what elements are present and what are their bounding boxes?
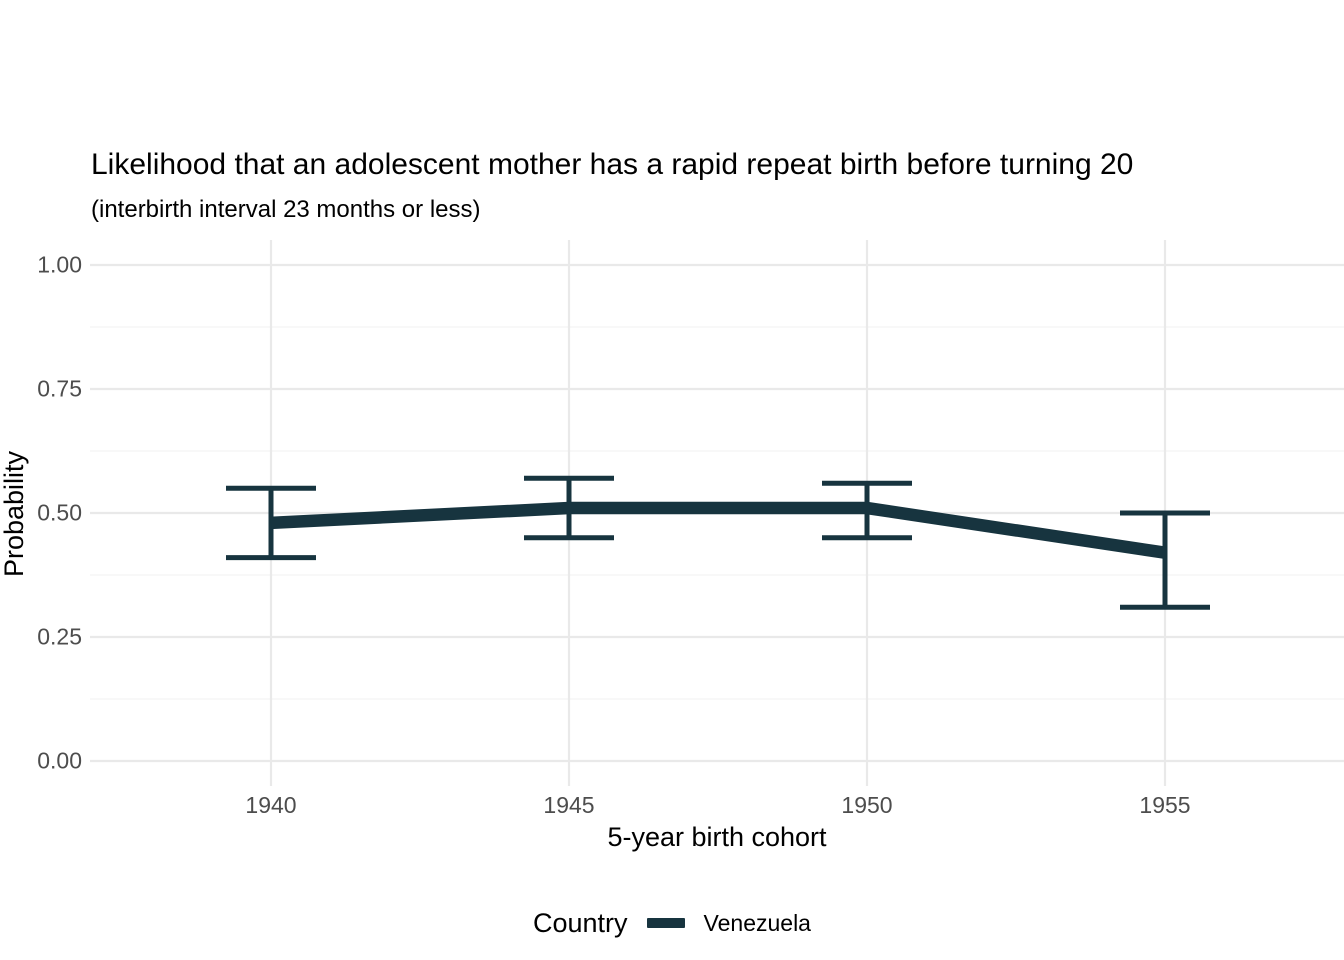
series-line-venezuela [270, 501, 1166, 559]
y-tick-label: 0.25 [37, 623, 82, 650]
chart-title: Likelihood that an adolescent mother has… [91, 148, 1134, 181]
x-tick-label: 1955 [1139, 792, 1191, 818]
y-tick-label: 0.75 [37, 375, 82, 402]
x-tick-label: 1945 [543, 792, 595, 818]
x-axis-title: 5-year birth cohort [607, 822, 827, 852]
y-tick-label: 0.00 [37, 747, 82, 774]
y-tick-label: 1.00 [37, 251, 82, 278]
x-tick-label: 1940 [245, 792, 297, 818]
legend-key-line [646, 918, 685, 928]
plot-canvas [90, 240, 1344, 786]
plot-panel [90, 240, 1344, 786]
chart-subtitle: (interbirth interval 23 months or less) [91, 196, 481, 223]
legend: Country Venezuela [0, 905, 1344, 941]
legend-label-venezuela: Venezuela [703, 909, 811, 936]
x-tick-label: 1950 [841, 792, 893, 818]
y-tick-label: 0.50 [37, 499, 82, 526]
legend-title: Country [533, 907, 628, 938]
